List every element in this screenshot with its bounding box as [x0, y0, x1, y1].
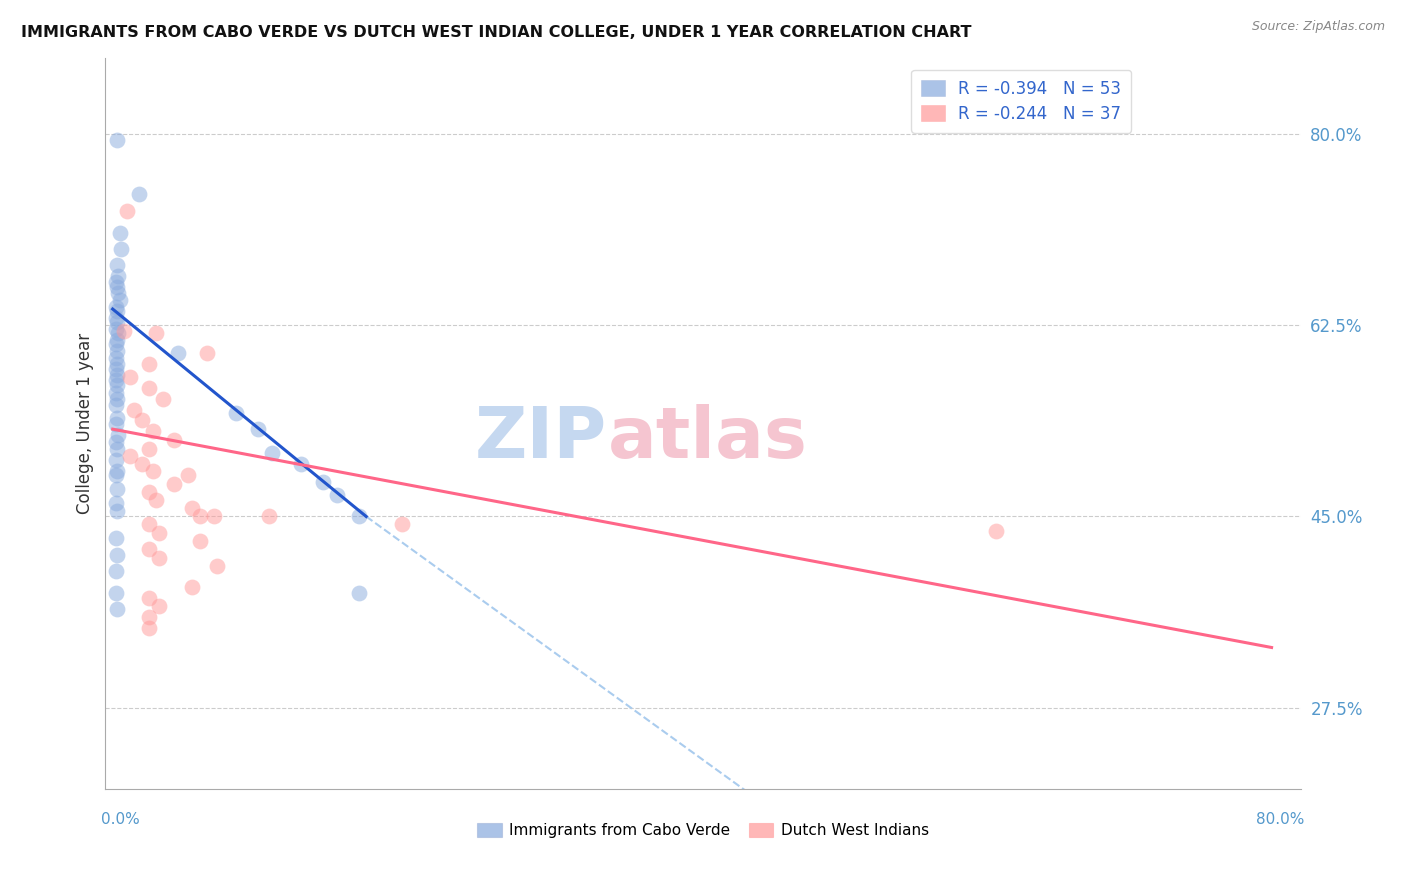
Point [108, 293, 131, 308]
Point [105, 280, 128, 294]
Point [138, 542, 160, 557]
Point [105, 464, 128, 478]
Point [138, 591, 160, 606]
Point [257, 509, 280, 524]
Point [246, 422, 269, 436]
Point [105, 357, 128, 371]
Point [131, 457, 153, 471]
Point [138, 485, 160, 500]
Point [162, 476, 184, 491]
Point [110, 242, 132, 256]
Point [105, 343, 128, 358]
Point [105, 259, 128, 273]
Point [105, 304, 128, 318]
Point [391, 517, 413, 532]
Point [120, 450, 142, 464]
Text: Source: ZipAtlas.com: Source: ZipAtlas.com [1251, 20, 1385, 33]
Point [104, 351, 127, 366]
Point [181, 581, 204, 595]
Point [148, 525, 170, 540]
Point [105, 482, 128, 496]
Point [104, 452, 127, 467]
Point [347, 509, 370, 524]
Point [104, 496, 127, 510]
Point [104, 373, 127, 387]
Point [115, 203, 138, 218]
Point [145, 326, 167, 340]
Text: 0.0%: 0.0% [101, 813, 141, 827]
Point [104, 275, 127, 289]
Point [128, 187, 150, 202]
Point [104, 300, 127, 314]
Point [177, 468, 200, 483]
Text: IMMIGRANTS FROM CABO VERDE VS DUTCH WEST INDIAN COLLEGE, UNDER 1 YEAR CORRELATIO: IMMIGRANTS FROM CABO VERDE VS DUTCH WEST… [21, 25, 972, 40]
Legend: R = -0.394   N = 53, R = -0.244   N = 37: R = -0.394 N = 53, R = -0.244 N = 37 [911, 70, 1130, 133]
Point [225, 406, 247, 420]
Point [112, 324, 135, 338]
Point [195, 345, 218, 359]
Point [124, 402, 146, 417]
Point [260, 446, 283, 460]
Point [105, 392, 128, 406]
Point [148, 551, 170, 566]
Point [104, 362, 127, 376]
Point [152, 392, 174, 406]
Point [105, 368, 128, 382]
Point [131, 413, 153, 427]
Point [105, 442, 128, 456]
Point [105, 504, 128, 518]
Point [138, 357, 160, 371]
Point [142, 464, 165, 478]
Point [105, 548, 128, 562]
Point [202, 509, 225, 524]
Y-axis label: College, Under 1 year: College, Under 1 year [76, 333, 94, 515]
Point [107, 269, 129, 284]
Point [104, 468, 127, 483]
Point [138, 621, 160, 635]
Point [108, 226, 131, 240]
Point [105, 315, 128, 329]
Point [326, 488, 349, 502]
Point [104, 532, 127, 546]
Point [104, 417, 127, 431]
Point [104, 564, 127, 578]
Point [104, 435, 127, 450]
Point [138, 381, 160, 395]
Text: 80.0%: 80.0% [1257, 813, 1305, 827]
Point [105, 411, 128, 425]
Point [104, 310, 127, 325]
Point [148, 599, 170, 613]
Point [107, 285, 129, 300]
Point [105, 133, 128, 147]
Point [138, 442, 160, 456]
Point [120, 369, 142, 384]
Point [105, 378, 128, 392]
Text: ZIP: ZIP [475, 404, 607, 473]
Point [104, 398, 127, 412]
Point [145, 493, 167, 508]
Point [105, 333, 128, 347]
Point [104, 386, 127, 401]
Point [107, 326, 129, 340]
Point [347, 586, 370, 600]
Point [142, 425, 165, 439]
Legend: Immigrants from Cabo Verde, Dutch West Indians: Immigrants from Cabo Verde, Dutch West I… [471, 816, 935, 844]
Point [104, 337, 127, 351]
Point [104, 586, 127, 600]
Point [290, 457, 312, 471]
Point [162, 433, 184, 447]
Point [138, 610, 160, 624]
Point [188, 509, 211, 524]
Point [167, 345, 190, 359]
Point [312, 475, 335, 489]
Point [205, 558, 228, 573]
Point [138, 517, 160, 532]
Point [104, 322, 127, 336]
Point [181, 500, 204, 515]
Point [107, 427, 129, 442]
Text: atlas: atlas [607, 404, 807, 473]
Point [105, 602, 128, 616]
Point [986, 524, 1008, 538]
Point [188, 533, 211, 548]
